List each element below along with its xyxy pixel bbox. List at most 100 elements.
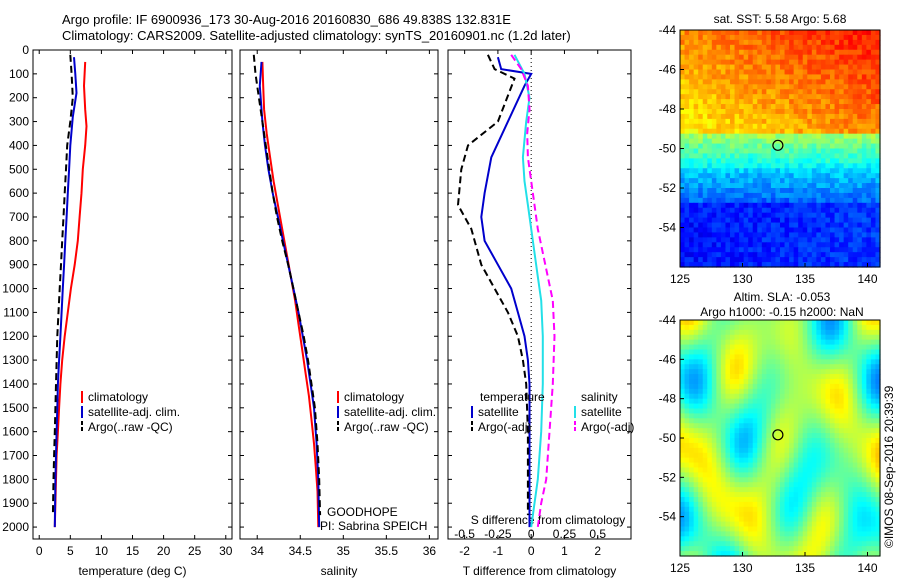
map-cell	[807, 383, 813, 390]
map-cell	[834, 30, 840, 36]
map-cell	[830, 379, 836, 385]
map-cell	[693, 133, 699, 140]
map-cell	[866, 393, 872, 400]
map-cell	[843, 457, 849, 464]
map-cell	[820, 354, 827, 360]
map-cell	[857, 516, 863, 523]
map-cell	[830, 413, 836, 419]
map-cell	[807, 202, 813, 209]
map-cell	[825, 369, 831, 375]
map-cell	[848, 482, 854, 488]
map-cell	[798, 39, 804, 46]
map-cell	[843, 501, 849, 508]
map-cell	[780, 501, 786, 508]
map-cell	[734, 118, 740, 125]
map-cell	[839, 143, 845, 150]
map-cell	[716, 109, 722, 115]
map-cell	[698, 536, 704, 542]
map-cell	[716, 79, 722, 85]
map-cell	[734, 163, 740, 169]
map-cell	[739, 118, 745, 125]
map-cell	[761, 546, 767, 552]
map-cell	[734, 168, 740, 174]
map-cell	[730, 477, 736, 483]
map-cell	[693, 501, 699, 508]
map-cell	[761, 44, 767, 51]
map-cell	[680, 109, 686, 115]
map-cell	[748, 109, 754, 115]
map-cell	[734, 354, 740, 360]
map-cell	[830, 173, 836, 179]
map-cell	[866, 118, 872, 125]
map-cell	[680, 462, 686, 469]
map-cell	[752, 192, 758, 199]
map-cell	[689, 388, 695, 395]
map-cell	[739, 212, 745, 219]
map-cell	[716, 526, 722, 533]
map-cell	[716, 349, 722, 356]
map-cell	[707, 447, 713, 454]
map-cell	[825, 551, 831, 557]
map-cell	[802, 374, 808, 380]
map-cell	[734, 183, 740, 189]
map-cell	[839, 34, 845, 41]
map-cell	[811, 329, 817, 336]
map-cell	[693, 109, 699, 115]
map-cell	[766, 252, 772, 258]
map-cell	[852, 536, 858, 542]
map-cell	[707, 74, 713, 80]
map-cell	[707, 477, 713, 483]
map-cell	[743, 212, 749, 219]
map-cell	[689, 74, 695, 80]
map-cell	[793, 329, 799, 336]
map-cell	[866, 192, 872, 199]
map-cell	[807, 148, 813, 155]
map-cell	[784, 69, 790, 76]
map-cell	[693, 551, 699, 557]
map-cell	[707, 521, 713, 528]
map-cell	[816, 334, 822, 341]
map-cell	[689, 227, 695, 234]
map-cell	[766, 49, 772, 56]
map-cell	[834, 546, 840, 552]
map-cell	[711, 511, 717, 518]
map-cell	[734, 344, 740, 351]
map-cell	[780, 393, 786, 400]
map-cell	[761, 178, 767, 184]
map-cell	[752, 188, 758, 194]
map-cell	[711, 49, 717, 56]
map-cell	[866, 541, 872, 547]
map-cell	[820, 462, 827, 469]
map-cell	[761, 59, 767, 66]
map-cell	[848, 388, 854, 395]
map-cell	[793, 393, 799, 400]
map-cell	[757, 173, 763, 179]
map-cell	[693, 113, 699, 120]
map-cell	[834, 197, 840, 204]
map-cell	[698, 30, 704, 36]
map-cell	[693, 497, 699, 503]
map-cell	[752, 183, 758, 189]
map-cell	[730, 413, 736, 419]
map-cell	[784, 506, 790, 513]
map-cell	[852, 428, 858, 434]
map-cell	[793, 104, 799, 110]
map-cell	[875, 79, 881, 85]
map-cell	[789, 118, 795, 125]
map-cell	[870, 506, 877, 513]
map-cell	[739, 487, 745, 493]
map-cell	[811, 379, 817, 385]
map-cell	[689, 383, 695, 390]
map-cell	[684, 344, 690, 351]
map-cell	[770, 324, 777, 331]
map-cell	[784, 44, 790, 51]
map-cell	[743, 94, 749, 100]
map-cell	[725, 364, 731, 370]
map-cell	[839, 492, 845, 498]
map-cell	[761, 320, 767, 326]
map-cell	[784, 339, 790, 346]
map-cell	[693, 423, 699, 429]
map-cell	[848, 492, 854, 498]
map-cell	[798, 262, 804, 268]
map-cell	[875, 467, 881, 474]
